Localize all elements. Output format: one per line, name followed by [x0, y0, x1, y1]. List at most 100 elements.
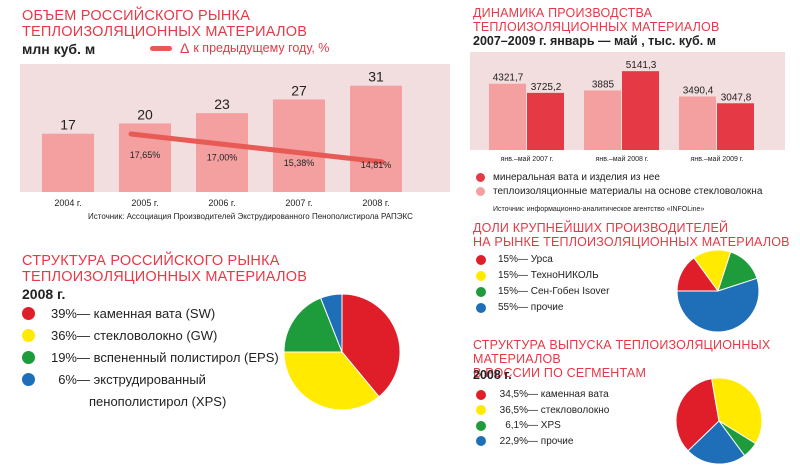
- chart1-svg: 17 2004 г. 20 2005 г. 23 2006 г. 27 2007 г. 31 20…: [20, 64, 450, 208]
- chart1-title: ОБЪЕМ РОССИЙСКОГО РЫНКА ТЕПЛОИЗОЛЯЦИОННЫ…: [22, 8, 307, 40]
- chart3-legend-item-4: 6% — экструдированный: [22, 372, 206, 387]
- legend-delta-symbol: Δ: [180, 40, 190, 56]
- chart3-legend-item-1: 39% — каменная вата (SW): [22, 306, 215, 321]
- chart1-unit-label: млн куб. м: [22, 41, 96, 57]
- chart2-svg: 4321,7 3725,2 янв.–май 2007 г. 3885 5141,3 ян…: [470, 52, 785, 163]
- chart5-slice-2: [711, 377, 763, 445]
- chart3-legend-label: — вспененный полистирол (EPS): [77, 350, 279, 365]
- chart4-legend-item-2: 15% — ТехноНИКОЛЬ: [476, 270, 599, 281]
- chart2-bar-2-2: [622, 71, 659, 150]
- chart3-pie-svg: [283, 293, 401, 411]
- chart1-line-legend: Δ к предыдущему году, %: [150, 40, 329, 56]
- chart2-category-label-2: янв.–май 2008 г.: [596, 155, 649, 163]
- legend-dot-icon: [476, 270, 486, 281]
- chart5-legend-label: — стекловолокно: [528, 404, 610, 416]
- chart2-value-label-1-1: 4321,7: [493, 73, 524, 84]
- chart5-pie-svg: [675, 377, 763, 465]
- chart2-bar-1-2: [527, 92, 564, 150]
- chart5-slice-1: [675, 378, 720, 452]
- legend-dot-icon: [476, 405, 486, 415]
- chart5-title-line1: СТРУКТУРА ВЫПУСКА ТЕПЛОИЗОЛЯЦИОННЫХ МАТЕ…: [473, 338, 771, 366]
- chart2-category-label-3: янв.–май 2009 г.: [691, 155, 744, 163]
- chart1-bar-4: [273, 99, 325, 192]
- chart5-title: СТРУКТУРА ВЫПУСКА ТЕПЛОИЗОЛЯЦИОННЫХ МАТЕ…: [473, 338, 800, 380]
- chart3-legend-item-3: 19% — вспененный полистирол (EPS): [22, 350, 279, 365]
- legend-dot-icon: [476, 302, 486, 313]
- chart2-title-line2: ТЕПЛОИЗОЛЯЦИОННЫХ МАТЕРИАЛОВ: [473, 20, 720, 34]
- chart5-legend-item-4: 22,9% — прочие: [476, 436, 573, 447]
- chart2-value-label-3-1: 3490,4: [683, 85, 714, 96]
- chart3-slice-2: [283, 351, 380, 411]
- chart4-legend-label: — Сен-Гобен Isover: [518, 286, 610, 297]
- legend-dot-icon: [476, 254, 486, 265]
- chart1-title-line1: ОБЪЕМ РОССИЙСКОГО РЫНКА: [22, 8, 251, 24]
- chart4-legend-pct: 15%: [497, 270, 518, 281]
- chart1-category-label-4: 2007 г.: [285, 198, 312, 208]
- chart4-legend-item-4: 55% — прочие: [476, 302, 563, 313]
- legend-dot-icon: [22, 329, 35, 342]
- chart1-title-line2: ТЕПЛОИЗОЛЯЦИОННЫХ МАТЕРИАЛОВ: [22, 24, 308, 40]
- chart3-title: СТРУКТУРА РОССИЙСКОГО РЫНКА ТЕПЛОИЗОЛЯЦИ…: [22, 253, 307, 285]
- chart4-legend-item-3: 15% — Сен-Гобен Isover: [476, 286, 609, 297]
- chart1-value-label-5: 31: [368, 69, 384, 85]
- chart5-subtitle: 2008 г.: [473, 368, 512, 382]
- chart1-bar-5: [350, 85, 402, 192]
- chart1-source: Источник: Ассоциация Производителей Экст…: [88, 212, 413, 221]
- chart4-legend-pct: 15%: [497, 254, 518, 265]
- chart2-bar-3-1: [679, 96, 716, 150]
- chart1-delta-label-3: 17,00%: [207, 152, 238, 162]
- chart4-pie-svg: [676, 249, 760, 333]
- chart5-legend-label: — XPS: [528, 420, 561, 431]
- chart1-bar-3: [196, 113, 248, 192]
- chart2-value-label-3-2: 3047,8: [721, 92, 752, 103]
- chart4-legend-label: — прочие: [518, 302, 564, 313]
- chart1-value-label-2: 20: [137, 106, 153, 122]
- chart4-title: ДОЛИ КРУПНЕЙШИХ ПРОИЗВОДИТЕЛЕЙ НА РЫНКЕ …: [473, 221, 790, 249]
- legend-dot-icon: [22, 373, 35, 386]
- chart5-legend-label: — каменная вата: [528, 389, 609, 400]
- chart4-title-line2: НА РЫНКЕ ТЕПЛОИЗОЛЯЦИОННЫХ МАТЕРИАЛОВ: [473, 235, 790, 249]
- chart5-legend-item-1: 34,5% — каменная вата: [476, 389, 609, 400]
- chart1-delta-line: [128, 131, 385, 165]
- chart5-legend-pct: 36,5%: [499, 404, 528, 416]
- chart1-delta-label-2: 17,65%: [130, 150, 161, 160]
- chart1-category-label-1: 2004 г.: [54, 198, 81, 208]
- chart2-bar-1-1: [489, 83, 526, 150]
- chart2-value-label-2-2: 5141,3: [626, 60, 657, 71]
- chart5-slice-4: [687, 420, 746, 465]
- legend-dot-icon: [22, 351, 35, 364]
- legend-dot-icon: [476, 436, 486, 446]
- chart2-title-line1: ДИНАМИКА ПРОИЗВОДСТВА: [473, 6, 653, 20]
- chart5-legend-item-3: 6,1% — XPS: [476, 420, 561, 431]
- chart1-value-label-4: 27: [291, 82, 307, 98]
- legend-line-text: к предыдущему году, %: [193, 41, 330, 55]
- chart3-legend-pct: 19%: [50, 350, 77, 365]
- chart3-subtitle: 2008 г.: [22, 286, 66, 302]
- chart2-legend-label: теплоизоляционные материалы на основе ст…: [493, 186, 763, 197]
- chart4-legend-item-1: 15% — Урса: [476, 254, 553, 265]
- chart4-legend-pct: 15%: [497, 286, 518, 297]
- chart3-title-line2: ТЕПЛОИЗОЛЯЦИОННЫХ МАТЕРИАЛОВ: [22, 269, 308, 285]
- chart3-legend-label: — стекловолокно (GW): [77, 328, 218, 343]
- chart2-value-label-2-1: 3885: [592, 79, 615, 90]
- chart2-bar-3-2: [717, 103, 754, 150]
- legend-dot-icon: [476, 173, 485, 182]
- chart3-title-line1: СТРУКТУРА РОССИЙСКОГО РЫНКА: [22, 253, 280, 269]
- chart2-legend-label: минеральная вата и изделия из нее: [493, 172, 660, 183]
- legend-dot-icon: [476, 286, 486, 297]
- chart5-legend-item-2: 36,5% — стекловолокно: [476, 405, 609, 416]
- chart1-value-label-3: 23: [214, 96, 230, 112]
- chart5-legend-label: — прочие: [528, 435, 574, 447]
- legend-line-swatch: [150, 45, 172, 51]
- chart2-bar-2-1: [584, 90, 621, 150]
- chart2-source: Источник: информационно-аналитическое аг…: [493, 206, 705, 213]
- legend-dot-icon: [22, 307, 35, 320]
- chart4-slice-4: [676, 277, 760, 333]
- chart3-slice-3: [283, 297, 343, 353]
- chart3-legend-pct: 6%: [58, 372, 77, 387]
- chart3-legend-label: — экструдированный: [77, 372, 206, 387]
- chart5-legend-pct: 34,5%: [499, 389, 528, 400]
- chart1-category-label-3: 2006 г.: [208, 198, 235, 208]
- chart2-legend-item-2: теплоизоляционные материалы на основе ст…: [476, 186, 762, 197]
- chart5-legend-pct: 6,1%: [505, 420, 528, 431]
